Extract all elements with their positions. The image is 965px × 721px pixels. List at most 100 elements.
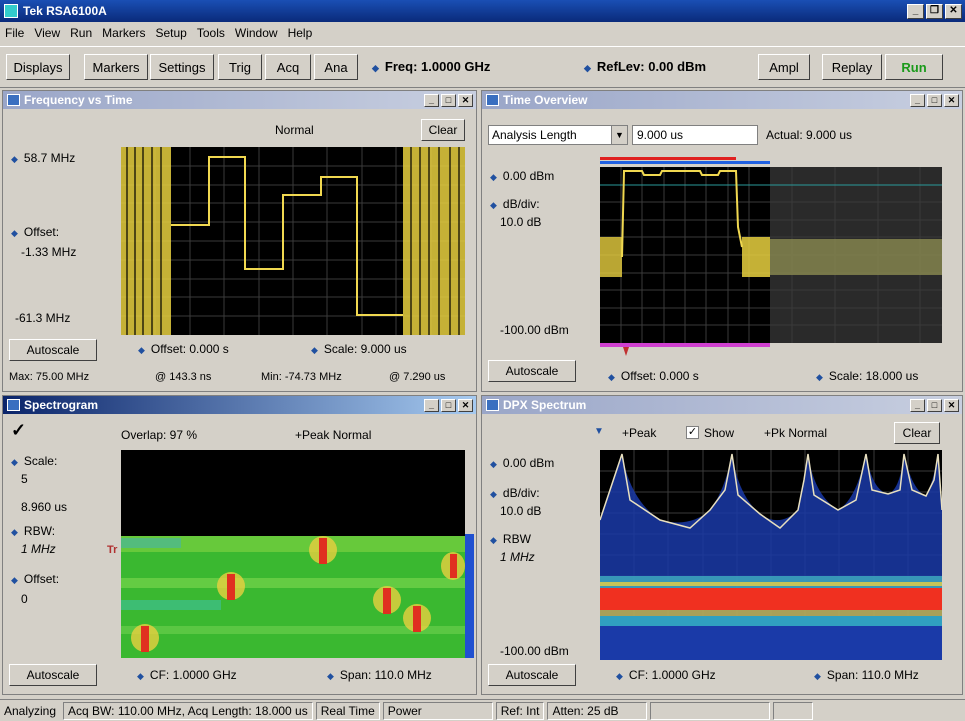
run-button[interactable]: Run <box>885 54 943 80</box>
spectrogram-scroll[interactable] <box>465 534 474 658</box>
markers-button[interactable]: Markers <box>84 54 148 80</box>
fvt-max-time: @ 143.3 ns <box>155 371 212 383</box>
replay-button[interactable]: Replay <box>822 54 882 80</box>
close-icon[interactable]: ✕ <box>458 93 473 107</box>
rbw-value[interactable]: 1 MHz <box>21 542 56 556</box>
trace-marker[interactable]: Tr <box>107 544 118 556</box>
dpx-rbw-label: RBW <box>502 532 531 546</box>
restore-icon[interactable]: □ <box>927 398 942 412</box>
minimize-icon[interactable]: _ <box>910 93 925 107</box>
status-power[interactable]: Power <box>382 701 493 720</box>
scale-value[interactable]: 5 <box>21 472 28 486</box>
dpx-title-bar[interactable]: DPX Spectrum _ □ ✕ <box>482 396 962 414</box>
fvt-time-scale[interactable]: Scale: 9.000 us <box>323 342 407 356</box>
restore-icon[interactable]: □ <box>927 93 942 107</box>
dpx-bottom-value[interactable]: -100.00 dBm <box>500 644 569 658</box>
menu-view[interactable]: View <box>34 26 61 40</box>
restore-icon[interactable]: □ <box>441 398 456 412</box>
ampl-button[interactable]: Ampl <box>758 54 810 80</box>
status-atten[interactable]: Atten: 25 dB <box>547 701 648 720</box>
menu-run[interactable]: Run <box>70 26 93 40</box>
fvt-clear-button[interactable]: Clear <box>421 119 465 141</box>
window-icon <box>486 399 499 411</box>
status-acq[interactable]: Acq BW: 110.00 MHz, Acq Length: 18.000 u… <box>63 701 313 720</box>
show-checkbox[interactable]: ✓ <box>686 426 699 439</box>
dpx-top-value[interactable]: 0.00 dBm <box>502 456 555 470</box>
dpx-detection[interactable]: +Pk Normal <box>764 426 828 440</box>
spectrogram-cf[interactable]: CF: 1.0000 GHz <box>149 668 237 682</box>
spectrogram-plot[interactable] <box>121 450 465 658</box>
spectrogram-trace[interactable]: +Peak Normal <box>295 428 372 442</box>
menu-help[interactable]: Help <box>287 26 313 40</box>
minimize-icon[interactable]: _ <box>910 398 925 412</box>
tov-bottom-value[interactable]: -100.00 dBm <box>500 323 569 337</box>
status-ref[interactable]: Ref: Int <box>495 701 545 720</box>
settings-button[interactable]: Settings <box>150 54 214 80</box>
restore-icon[interactable]: □ <box>441 93 456 107</box>
dpx-plot[interactable] <box>600 450 942 660</box>
tov-dbdiv-value[interactable]: 10.0 dB <box>500 215 542 229</box>
restore-icon[interactable]: ❐ <box>926 3 943 19</box>
analysis-length-input[interactable]: 9.000 us <box>632 125 758 145</box>
menu-setup[interactable]: Setup <box>155 26 187 40</box>
displays-button[interactable]: Displays <box>6 54 70 80</box>
acquisition-range-bar[interactable] <box>600 161 770 164</box>
spectrogram-title-bar[interactable]: Spectrogram _ □ ✕ <box>3 396 476 414</box>
fvt-mode[interactable]: Normal <box>275 123 314 137</box>
status-realtime[interactable]: Real Time <box>315 701 380 720</box>
ana-button[interactable]: Ana <box>314 54 358 80</box>
close-icon[interactable]: ✕ <box>944 93 959 107</box>
checkmark-icon[interactable]: ✓ <box>11 420 27 440</box>
fvt-autoscale-button[interactable]: Autoscale <box>9 339 97 361</box>
tov-top-value[interactable]: 0.00 dBm <box>502 169 555 183</box>
spectrum-range-bar[interactable] <box>600 343 770 347</box>
acq-button[interactable]: Acq <box>265 54 311 80</box>
dpx-dbdiv-value[interactable]: 10.0 dB <box>500 504 542 518</box>
minimize-icon[interactable]: _ <box>424 398 439 412</box>
trigger-marker-icon[interactable] <box>623 347 629 356</box>
menu-markers[interactable]: Markers <box>102 26 146 40</box>
fvt-title-bar[interactable]: Frequency vs Time _ □ ✕ <box>3 91 476 109</box>
spectrogram-span[interactable]: Span: 110.0 MHz <box>339 668 432 682</box>
chevron-down-icon[interactable]: ▼ <box>611 126 627 144</box>
dpx-autoscale-button[interactable]: Autoscale <box>488 664 576 686</box>
reflev-readout[interactable]: ◆ RefLev: 0.00 dBm <box>584 59 706 74</box>
dpx-trace[interactable]: +Peak <box>622 426 657 440</box>
close-icon[interactable]: ✕ <box>945 3 962 19</box>
spectrogram-overlap[interactable]: Overlap: 97 % <box>121 428 198 442</box>
freq-readout[interactable]: ◆ Freq: 1.0000 GHz <box>372 59 490 74</box>
dpx-cf[interactable]: CF: 1.0000 GHz <box>628 668 716 682</box>
fvt-top-value[interactable]: 58.7 MHz <box>23 151 76 165</box>
menu-file[interactable]: File <box>5 26 25 40</box>
dpx-rbw-value[interactable]: 1 MHz <box>500 550 535 564</box>
dpx-span[interactable]: Span: 110.0 MHz <box>826 668 919 682</box>
bullet-icon: ◆ <box>490 200 497 210</box>
dpx-clear-button[interactable]: Clear <box>894 422 940 444</box>
show-label: Show <box>704 426 735 440</box>
tov-scale[interactable]: Scale: 18.000 us <box>828 369 919 383</box>
minimize-icon[interactable]: _ <box>907 3 924 19</box>
tov-autoscale-button[interactable]: Autoscale <box>488 360 576 382</box>
tov-title-bar[interactable]: Time Overview _ □ ✕ <box>482 91 962 109</box>
tov-offset[interactable]: Offset: 0.000 s <box>620 369 699 383</box>
fvt-time-offset[interactable]: Offset: 0.000 s <box>150 342 229 356</box>
trig-button[interactable]: Trig <box>218 54 262 80</box>
fvt-min-time: @ 7.290 us <box>389 371 446 383</box>
bullet-icon: ◆ <box>490 489 497 499</box>
spectrogram-autoscale-button[interactable]: Autoscale <box>9 664 97 686</box>
chevron-down-icon[interactable]: ▼ <box>594 426 604 437</box>
fvt-offset-value[interactable]: -1.33 MHz <box>21 245 77 259</box>
close-icon[interactable]: ✕ <box>944 398 959 412</box>
spectrogram-title: Spectrogram <box>24 398 99 412</box>
offset-value[interactable]: 0 <box>21 592 28 606</box>
close-icon[interactable]: ✕ <box>458 398 473 412</box>
menu-window[interactable]: Window <box>234 26 278 40</box>
fvt-plot[interactable] <box>121 147 465 335</box>
fvt-bottom-value[interactable]: -61.3 MHz <box>15 311 71 325</box>
analysis-range-bar[interactable] <box>600 157 736 160</box>
fvt-trace-svg <box>121 147 465 335</box>
minimize-icon[interactable]: _ <box>424 93 439 107</box>
tov-plot[interactable] <box>600 167 942 343</box>
analysis-select[interactable]: Analysis Length ▼ <box>488 125 628 145</box>
menu-tools[interactable]: Tools <box>196 26 225 40</box>
